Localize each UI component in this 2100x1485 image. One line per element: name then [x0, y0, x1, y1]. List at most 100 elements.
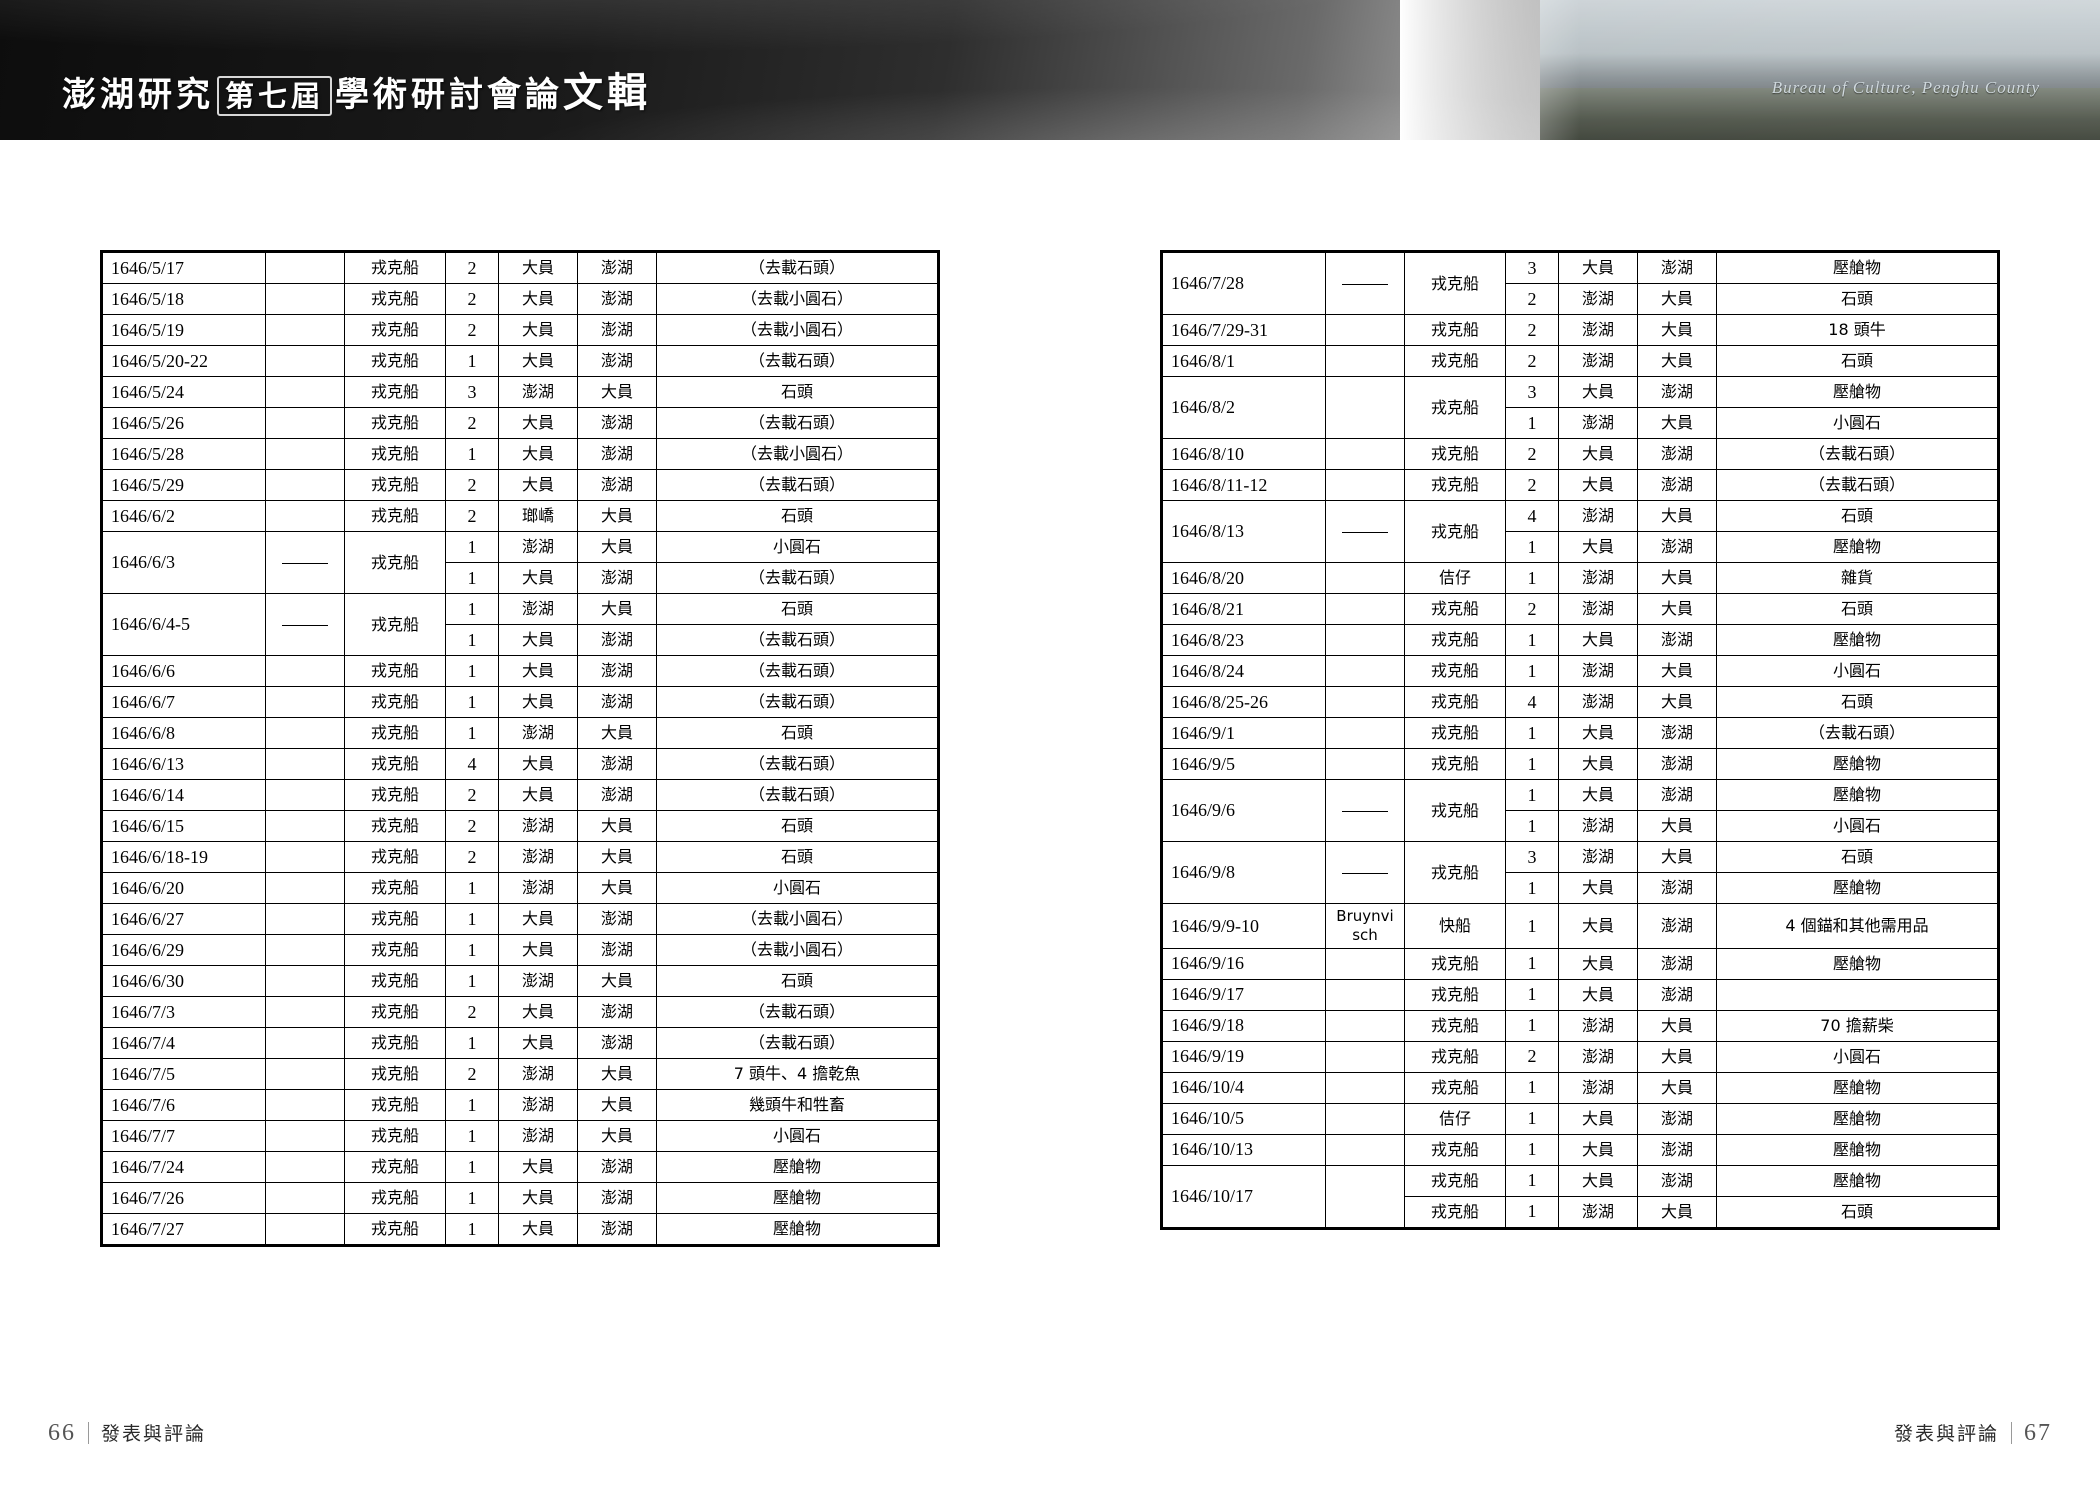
cell-destination: 澎湖 [577, 1182, 657, 1214]
cell-cargo: 壓艙物 [1716, 1164, 1999, 1197]
cell-vessel-name [1325, 376, 1405, 439]
cell-vessel-name [1325, 978, 1405, 1011]
cell-cargo: 小圓石 [1716, 655, 1999, 687]
table-row: 1646/8/11-12 戎克船 2 大員 澎湖 （去載石頭） [1161, 469, 1999, 501]
cell-quantity: 1 [445, 562, 499, 594]
table-row: 1646/9/8 戎克船 3 澎湖 大員 石頭 [1161, 841, 1999, 904]
cell-destination: 澎湖 [577, 562, 657, 594]
cell-origin: 瑯嶠 [498, 500, 578, 532]
cell-date: 1646/5/24 [101, 376, 266, 408]
cell-vessel-name [1325, 1102, 1405, 1135]
cell-date: 1646/10/13 [1161, 1133, 1326, 1166]
cell-cargo: （去載小圓石） [656, 934, 939, 966]
cell-destination: 大員 [577, 1058, 657, 1090]
cell-date: 1646/6/14 [101, 779, 266, 811]
cell-destination: 澎湖 [577, 251, 657, 284]
cell-destination: 大員 [1637, 841, 1717, 873]
cell-ship-type: 戎克船 [1404, 1133, 1506, 1166]
cell-destination: 澎湖 [577, 345, 657, 377]
cell-quantity: 2 [1505, 314, 1559, 346]
footer-label-left: 發表與評論 [101, 1423, 207, 1445]
cell-destination: 澎湖 [1637, 947, 1717, 980]
footer-right: 發表與評論 67 [1894, 1419, 2052, 1447]
cell-vessel-name [265, 1058, 345, 1090]
cell-destination: 澎湖 [1637, 1102, 1717, 1135]
cell-date: 1646/8/13 [1161, 500, 1326, 563]
cell-date: 1646/9/8 [1161, 841, 1326, 904]
cell-destination: 澎湖 [577, 1027, 657, 1059]
cell-date: 1646/5/17 [101, 251, 266, 284]
cell-quantity: 1 [445, 1213, 499, 1246]
cell-date: 1646/6/29 [101, 934, 266, 966]
table-row: 1646/10/4 戎克船 1 澎湖 大員 壓艙物 [1161, 1071, 1999, 1104]
cell-destination: 澎湖 [577, 438, 657, 470]
cell-vessel-name [1325, 1009, 1405, 1042]
table-row: 1646/7/5 戎克船 2 澎湖 大員 7 頭牛、4 擔乾魚 [101, 1058, 939, 1090]
cell-destination: 澎湖 [1637, 748, 1717, 780]
cell-ship-type: 戎克船 [1404, 717, 1506, 749]
cell-date: 1646/6/7 [101, 686, 266, 718]
cell-cargo: 石頭 [656, 965, 939, 997]
cell-origin: 澎湖 [1558, 407, 1638, 439]
title-big: 文輯 [563, 70, 652, 116]
cell-cargo: （去載石頭） [656, 748, 939, 780]
cell-origin: 澎湖 [498, 1120, 578, 1152]
cell-origin: 澎湖 [498, 531, 578, 563]
cell-cargo: （去載石頭） [656, 996, 939, 1028]
cell-quantity: 1 [445, 934, 499, 966]
cell-destination: 澎湖 [1637, 531, 1717, 563]
table-row: 1646/9/9-10 Bruynvi sch 快船 1 大員 澎湖 4 個錨和其他需用品 [1161, 903, 1999, 949]
cell-ship-type: 戎克船 [1404, 748, 1506, 780]
cell-origin: 澎湖 [498, 1089, 578, 1121]
cell-destination: 大員 [577, 965, 657, 997]
cell-destination: 澎湖 [1637, 978, 1717, 1011]
cell-origin: 大員 [1558, 1133, 1638, 1166]
cell-origin: 大員 [498, 655, 578, 687]
table-row: 1646/7/3 戎克船 2 大員 澎湖 （去載石頭） [101, 996, 939, 1028]
table-row: 1646/6/8 戎克船 1 澎湖 大員 石頭 [101, 717, 939, 749]
cell-origin: 大員 [498, 1151, 578, 1183]
cell-quantity: 1 [1505, 1133, 1559, 1166]
cell-ship-type: 戎克船 [1404, 376, 1506, 439]
table-row: 1646/7/26 戎克船 1 大員 澎湖 壓艙物 [101, 1182, 939, 1214]
cell-date: 1646/7/4 [101, 1027, 266, 1059]
cell-date: 1646/7/7 [101, 1120, 266, 1152]
cell-ship-type: 戎克船 [344, 779, 446, 811]
cell-vessel-name [1325, 345, 1405, 377]
cell-origin: 大員 [1558, 251, 1638, 284]
cell-origin: 大員 [1558, 469, 1638, 501]
cell-quantity: 2 [1505, 593, 1559, 625]
cell-quantity: 1 [1505, 1195, 1559, 1229]
table-row: 1 大員 澎湖 壓艙物 [1162, 531, 1999, 563]
cell-vessel-name [1325, 779, 1405, 842]
cell-destination: 大員 [577, 717, 657, 749]
cell-destination: 大員 [1637, 1009, 1717, 1042]
table-row: 1646/6/2 戎克船 2 瑯嶠 大員 石頭 [101, 500, 939, 532]
cell-vessel-name: Bruynvi sch [1325, 903, 1405, 949]
cell-destination: 大員 [1637, 314, 1717, 346]
cell-ship-type: 戎克船 [344, 686, 446, 718]
cell-ship-type: 戎克船 [1404, 469, 1506, 501]
cell-cargo: （去載小圓石） [656, 283, 939, 315]
cell-ship-type: 戎克船 [1404, 624, 1506, 656]
cell-origin: 大員 [1558, 717, 1638, 749]
cell-ship-type: 戎克船 [344, 1027, 446, 1059]
cell-vessel-name [265, 1027, 345, 1059]
cell-destination: 大員 [577, 1089, 657, 1121]
cell-cargo: 石頭 [1716, 345, 1999, 377]
cell-ship-type: 戎克船 [344, 965, 446, 997]
cell-quantity: 4 [445, 748, 499, 780]
cell-vessel-name [1325, 562, 1405, 594]
table-row: 2 澎湖 大員 石頭 [1162, 283, 1999, 315]
cell-cargo: 7 頭牛、4 擔乾魚 [656, 1058, 939, 1090]
cell-quantity: 3 [1505, 841, 1559, 873]
cell-destination: 大員 [1637, 562, 1717, 594]
cell-cargo: 70 擔薪柴 [1716, 1009, 1999, 1042]
cell-origin: 澎湖 [498, 810, 578, 842]
cell-destination: 大員 [577, 841, 657, 873]
cell-cargo: 石頭 [656, 376, 939, 408]
cell-vessel-name [265, 283, 345, 315]
cell-date: 1646/6/18-19 [101, 841, 266, 873]
cell-origin: 大員 [498, 283, 578, 315]
cell-quantity: 1 [1505, 562, 1559, 594]
